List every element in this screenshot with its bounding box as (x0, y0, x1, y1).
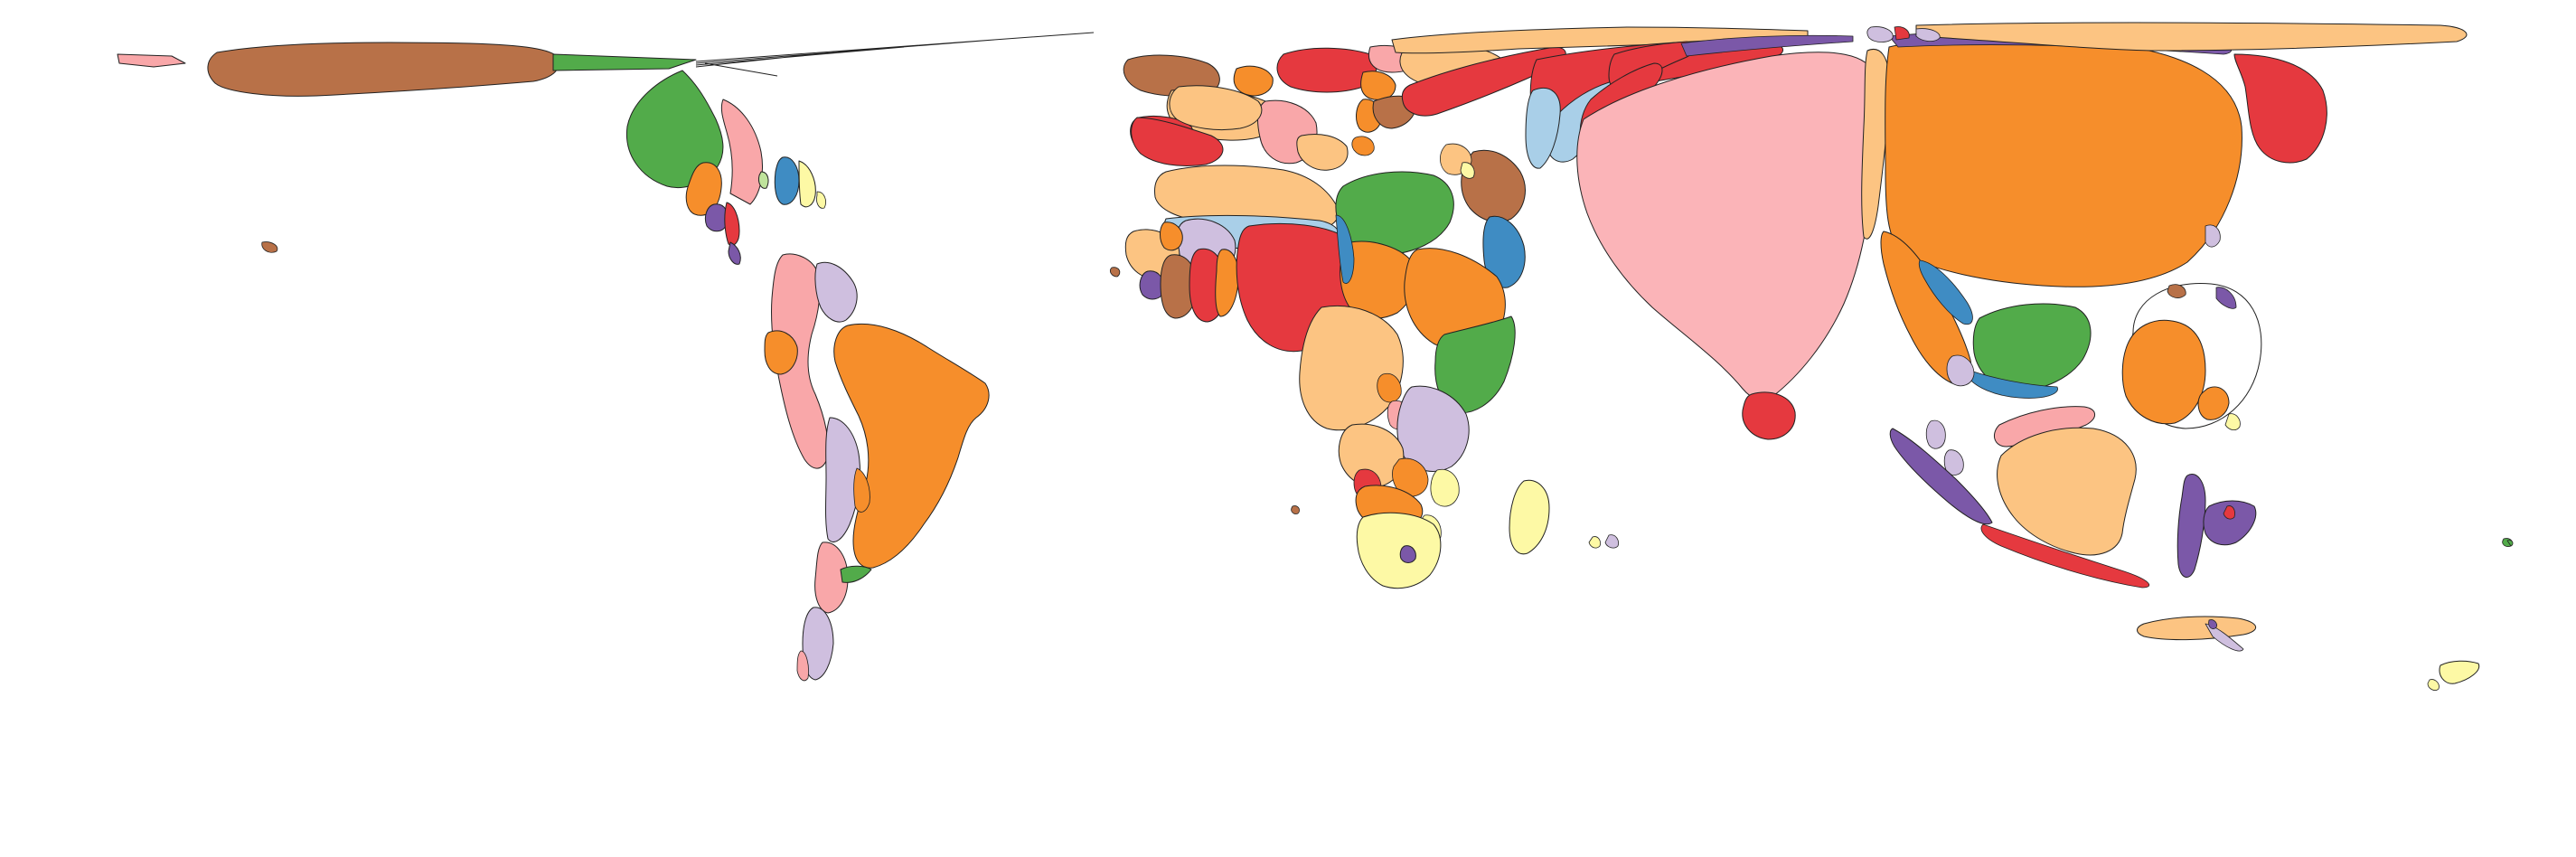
colombia-region (764, 330, 798, 375)
arctic-sliver-lines (695, 32, 1095, 77)
japan-region (2215, 287, 2237, 309)
russia-central-asia-region (1391, 26, 1809, 54)
australia-region (1997, 427, 2137, 556)
madagascar-region (1588, 536, 1601, 549)
southern-africa-region (1392, 457, 1429, 497)
indonesia-region (1980, 523, 2150, 589)
argentina-chile-region (814, 542, 849, 614)
new-guinea-region (2223, 505, 2235, 520)
india-region (1576, 52, 1878, 400)
canada-region (552, 53, 697, 71)
new-guinea-region (2176, 474, 2206, 578)
patagonia-region (796, 650, 809, 682)
new-guinea-region (2203, 500, 2257, 546)
far-east-russia-region (1915, 28, 1941, 42)
australia-region (1993, 406, 2095, 447)
vietnam-region (1972, 303, 2092, 391)
sahel-region (1335, 214, 1355, 284)
middle-east-region (1460, 162, 1475, 179)
far-east-russia-region (1866, 26, 1894, 42)
japan-region (2224, 413, 2241, 430)
western-europe-region (1296, 134, 1349, 171)
united-states-region (720, 99, 763, 205)
antarctic-strip-region (2208, 619, 2217, 629)
brazil-region (833, 323, 990, 569)
new-zealand-region (2427, 679, 2440, 691)
china-region (1885, 37, 2242, 287)
cuba-region (774, 156, 800, 205)
island-speck (2506, 540, 2514, 547)
far-east-russia-region (1915, 22, 2468, 52)
alaska-region (207, 42, 560, 97)
alaska-region (117, 53, 186, 68)
congo-region (1299, 306, 1404, 431)
andes-region (853, 467, 870, 513)
sri-lanka-region (1742, 391, 1796, 440)
venezuela-region (814, 261, 858, 323)
north-africa-region (1131, 117, 1224, 166)
southeast-asia-region (1943, 449, 1964, 476)
southeast-asia-region (1925, 419, 1946, 449)
far-east-russia-region (2233, 53, 2327, 164)
west-africa-region (1215, 249, 1239, 317)
south-africa-region (1399, 545, 1416, 563)
far-east-russia-region (1894, 26, 1910, 41)
japan-region (2167, 284, 2186, 298)
antarctic-strip-region (2137, 616, 2256, 641)
canada-region (625, 70, 724, 188)
middle-east-region (1525, 88, 1561, 169)
southern-africa-region (1396, 385, 1470, 472)
vietnam-region (1968, 370, 2058, 399)
island-speck (1291, 505, 1300, 514)
central-america-region (728, 241, 741, 265)
argentina-chile-region (840, 565, 872, 583)
west-africa-region (1160, 221, 1183, 251)
central-america-region (724, 202, 740, 246)
eastern-europe-region (1351, 136, 1375, 156)
japan-region (2197, 386, 2230, 420)
madagascar-region (1509, 479, 1550, 555)
western-europe-region (1233, 65, 1274, 97)
cuba-region (758, 171, 769, 189)
cuba-region (798, 160, 816, 208)
island-speck (1110, 267, 1121, 278)
southeast-asia-region (1918, 259, 1973, 325)
south-africa-region (1356, 512, 1442, 589)
arabia-region (1482, 215, 1526, 288)
middle-east-region (1461, 149, 1526, 222)
southern-africa-region (1430, 468, 1460, 507)
north-africa-region (1169, 85, 1263, 131)
japan-region (2121, 319, 2206, 425)
indonesia-region (1889, 428, 1993, 525)
russia-central-asia-region (1680, 34, 1854, 57)
new-zealand-region (2439, 660, 2480, 684)
eastern-europe-region (1360, 71, 1396, 100)
cuba-region (816, 191, 826, 209)
kenya-region (1434, 315, 1516, 414)
antarctic-strip-region (2205, 623, 2244, 652)
russia-central-asia-region (1401, 46, 1566, 117)
china-region (2205, 224, 2221, 248)
patagonia-region (802, 607, 834, 681)
madagascar-region (1604, 534, 1619, 549)
mexico-region (685, 162, 722, 216)
southeast-asia-region (1946, 354, 1975, 387)
andes-region (825, 417, 861, 542)
island-speck (261, 241, 278, 253)
